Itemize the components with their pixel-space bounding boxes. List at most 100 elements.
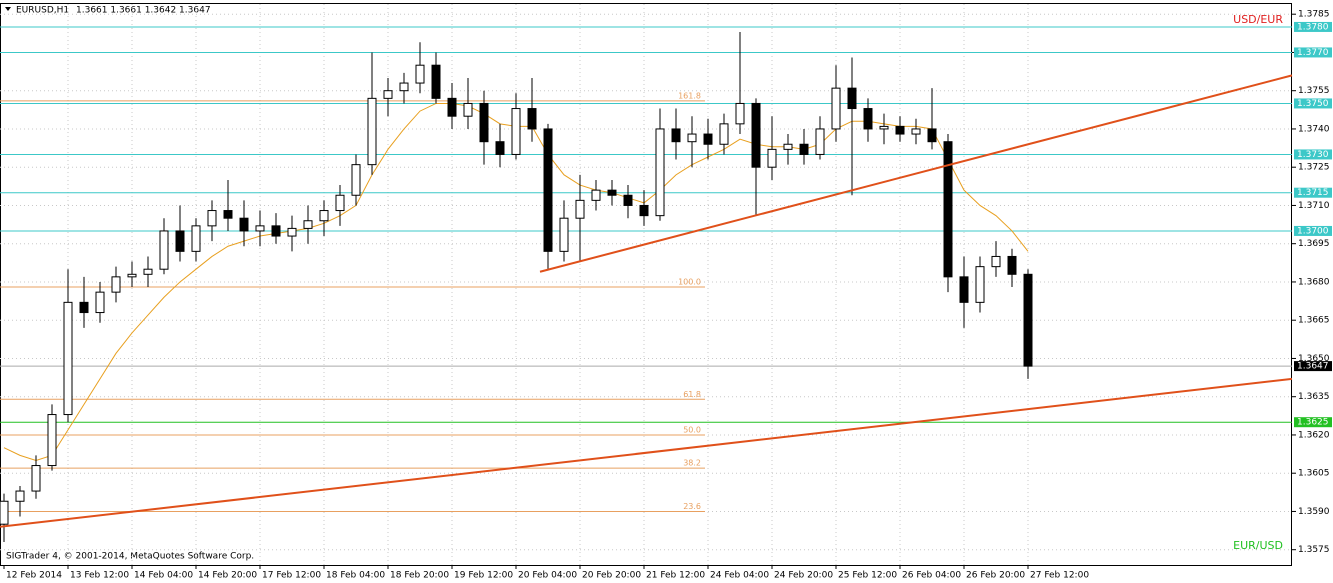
candle-body: [863, 108, 873, 130]
candle-body: [95, 291, 105, 314]
candle-body: [431, 64, 441, 99]
top-right-label: USD/EUR: [1233, 13, 1283, 26]
x-tick-label: 14 Feb 20:00: [198, 571, 257, 581]
candle-body: [895, 125, 905, 135]
candle-body: [975, 266, 985, 303]
candle-body: [703, 133, 713, 145]
candle-body: [15, 490, 25, 502]
candle-body: [815, 128, 825, 155]
candle-body: [303, 220, 313, 229]
level-tag: [1294, 225, 1332, 236]
y-tick-label: 1.3635: [1298, 392, 1330, 402]
candle-body: [335, 194, 345, 212]
x-tick-label: 25 Feb 12:00: [838, 571, 897, 581]
y-tick-label: 1.3680: [1298, 277, 1330, 287]
candle-body: [927, 128, 937, 143]
candle-body: [159, 230, 169, 270]
ohlc: 1.3661 1.3661 1.3642 1.3647: [76, 6, 211, 16]
x-tick-label: 27 Feb 12:00: [1030, 571, 1089, 581]
candle-body: [527, 108, 537, 130]
candle-body: [287, 227, 297, 237]
level-tag: [1294, 187, 1332, 198]
candle-body: [463, 102, 473, 117]
x-tick-label: 19 Feb 12:00: [454, 571, 513, 581]
candle-body: [799, 143, 809, 155]
candle-body: [911, 128, 921, 135]
candle-body: [767, 148, 777, 168]
candle-body: [943, 141, 953, 278]
x-tick-label: 24 Feb 04:00: [710, 571, 769, 581]
candle-body: [399, 82, 409, 92]
candle-body: [191, 225, 201, 252]
y-tick-label: 1.3695: [1298, 239, 1330, 249]
bottom-right-label: EUR/USD: [1233, 539, 1283, 552]
y-tick-label: 1.3725: [1298, 163, 1330, 173]
candle-body: [495, 141, 505, 155]
level-label: 1.3780: [1297, 22, 1329, 32]
candle-body: [783, 143, 793, 150]
y-tick-label: 1.3710: [1298, 201, 1330, 211]
trend-line: [539, 74, 1293, 273]
level-tag: [1294, 361, 1332, 372]
y-tick-label: 1.3620: [1298, 430, 1330, 440]
candle-body: [639, 204, 649, 217]
candle-body: [607, 189, 617, 196]
level-tag: [1294, 21, 1332, 32]
candle-body: [591, 189, 601, 201]
candle-body: [271, 225, 281, 237]
candle-body: [623, 194, 633, 206]
candle-body: [479, 102, 489, 143]
candle-body: [959, 276, 969, 303]
candle-body: [447, 97, 457, 117]
menu-arrow[interactable]: [5, 7, 11, 11]
x-tick-label: 18 Feb 20:00: [390, 571, 449, 581]
x-tick-label: 14 Feb 04:00: [134, 571, 193, 581]
candle-body: [1023, 273, 1033, 367]
candle-body: [223, 210, 233, 219]
candle-body: [735, 102, 745, 125]
candle-body: [367, 97, 377, 166]
fib-label: 61.8: [683, 390, 701, 399]
x-tick-label: 21 Feb 12:00: [646, 571, 705, 581]
trend-line: [0, 377, 1293, 528]
candle-body: [511, 108, 521, 155]
candle-body: [0, 500, 9, 525]
candle-body: [671, 128, 681, 143]
y-tick-label: 1.3575: [1298, 545, 1330, 555]
candle-body: [415, 64, 425, 84]
candle-body: [751, 102, 761, 168]
candle-body: [47, 414, 57, 467]
y-tick-label: 1.3605: [1298, 469, 1330, 479]
x-tick-label: 18 Feb 04:00: [326, 571, 385, 581]
y-tick-label: 1.3590: [1298, 507, 1330, 517]
candle-body: [175, 230, 185, 252]
level-label: 1.3770: [1297, 48, 1329, 58]
candle-body: [719, 123, 729, 145]
candle-body: [687, 133, 697, 143]
fib-label: 100.0: [678, 278, 701, 287]
candle-body: [991, 255, 1001, 268]
x-tick-label: 20 Feb 04:00: [518, 571, 577, 581]
candle-body: [239, 217, 249, 232]
candle-body: [63, 301, 73, 416]
x-tick-label: 24 Feb 20:00: [774, 571, 833, 581]
y-tick-label: 1.3650: [1298, 354, 1330, 364]
level-tag: [1294, 98, 1332, 109]
candle-body: [383, 90, 393, 99]
candle-body: [847, 87, 857, 110]
x-tick-label: 13 Feb 12:00: [70, 571, 129, 581]
candle-body: [655, 128, 665, 217]
candle-body: [351, 164, 361, 196]
candle-body: [319, 210, 329, 222]
candle-body: [559, 217, 569, 252]
plot-frame: [0, 3, 1292, 566]
x-tick-label: 12 Feb 2014: [6, 571, 62, 581]
candle-body: [127, 273, 137, 278]
y-tick-label: 1.3665: [1298, 316, 1330, 326]
candle-body: [831, 87, 841, 130]
y-tick-label: 1.3785: [1298, 10, 1330, 20]
x-tick-label: 26 Feb 04:00: [902, 571, 961, 581]
level-tag: [1294, 149, 1332, 160]
candle-body: [207, 210, 217, 227]
